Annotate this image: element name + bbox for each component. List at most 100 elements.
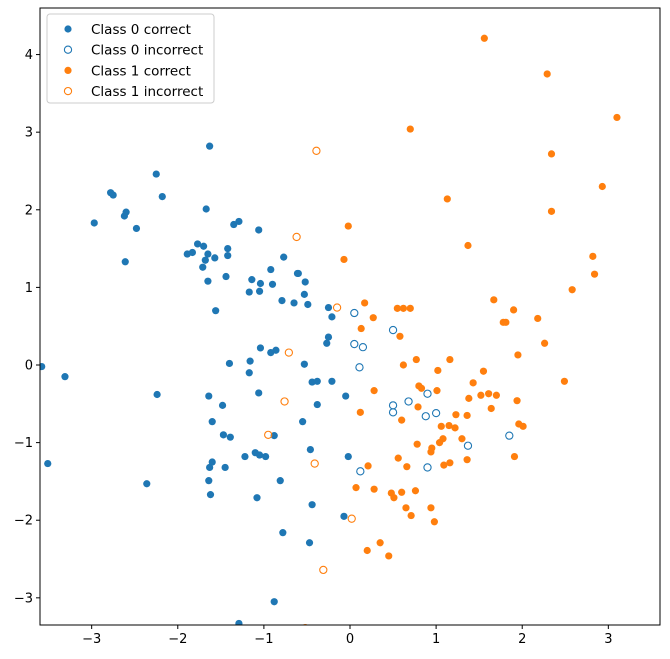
y-tick-label: −3	[14, 591, 33, 606]
data-point	[340, 512, 348, 520]
y-tick-label: 1	[25, 281, 33, 296]
data-point	[183, 250, 191, 258]
data-point	[256, 279, 265, 288]
data-point	[272, 346, 280, 354]
data-point	[235, 619, 243, 625]
legend-label: Class 0 incorrect	[91, 43, 203, 59]
data-point	[304, 300, 312, 309]
data-point	[402, 504, 410, 512]
data-point	[301, 278, 309, 286]
data-point	[440, 461, 448, 469]
data-point	[270, 432, 278, 440]
data-point	[370, 485, 378, 493]
data-point	[292, 232, 301, 242]
data-point	[394, 454, 402, 462]
data-point	[363, 546, 371, 555]
data-point	[328, 377, 336, 385]
data-point	[284, 348, 294, 357]
data-point	[344, 222, 352, 230]
data-point	[469, 379, 477, 387]
data-point	[463, 411, 471, 420]
data-point	[270, 598, 278, 606]
x-tick-label: 0	[346, 632, 354, 647]
data-point	[44, 459, 52, 468]
data-point	[132, 224, 141, 233]
data-point	[300, 290, 308, 298]
x-tick-label: 3	[604, 632, 612, 647]
data-point	[264, 430, 273, 440]
data-point	[437, 422, 445, 430]
legend-marker	[64, 66, 72, 74]
data-point	[267, 265, 275, 274]
data-point	[305, 539, 314, 547]
y-tick-label: 4	[25, 48, 33, 63]
data-point	[355, 363, 364, 372]
data-point	[414, 403, 422, 411]
legend-marker	[63, 86, 73, 96]
data-point	[356, 408, 364, 416]
data-point	[313, 400, 321, 409]
data-point	[423, 389, 432, 398]
data-point	[268, 280, 277, 288]
data-point	[224, 251, 232, 260]
data-point	[590, 270, 599, 278]
data-point	[445, 421, 453, 430]
data-point	[109, 191, 117, 199]
data-point	[211, 254, 219, 262]
data-point	[350, 339, 359, 349]
data-point	[446, 355, 454, 364]
data-point	[541, 339, 549, 347]
data-point	[206, 463, 214, 472]
data-point	[514, 351, 522, 359]
data-point	[398, 488, 406, 496]
data-point	[358, 343, 368, 352]
data-point	[412, 355, 420, 364]
data-point	[452, 411, 460, 419]
data-point	[490, 296, 498, 304]
data-point	[255, 287, 264, 295]
data-point	[407, 511, 415, 520]
data-point	[294, 269, 302, 278]
data-point	[477, 391, 485, 399]
data-point	[443, 195, 451, 203]
data-point	[547, 207, 556, 215]
data-point	[280, 397, 289, 406]
data-point	[201, 256, 209, 264]
data-point	[122, 208, 130, 216]
data-point	[193, 240, 202, 248]
data-point	[403, 463, 411, 471]
data-point	[279, 529, 287, 537]
x-tick-label: −3	[82, 632, 101, 647]
legend-label: Class 1 incorrect	[91, 84, 203, 100]
data-point	[306, 446, 314, 454]
data-point	[324, 303, 333, 312]
data-point	[255, 226, 263, 234]
legend-label: Class 1 correct	[91, 63, 191, 79]
data-point	[224, 244, 232, 253]
data-point	[393, 304, 401, 312]
data-point	[313, 377, 321, 385]
data-point	[342, 392, 350, 400]
data-point	[451, 424, 459, 432]
data-point	[598, 182, 606, 191]
data-point	[255, 389, 263, 397]
data-point	[399, 304, 407, 312]
data-point	[427, 448, 435, 456]
data-point	[205, 392, 213, 400]
data-point	[396, 332, 404, 340]
data-point	[357, 324, 365, 333]
data-point	[61, 373, 69, 381]
data-point	[417, 384, 426, 392]
data-point	[464, 241, 472, 250]
data-point	[406, 304, 414, 312]
data-point	[510, 306, 518, 314]
data-point	[280, 253, 288, 261]
data-point	[276, 477, 284, 485]
data-point	[204, 250, 212, 258]
data-point	[480, 34, 488, 42]
data-point	[278, 296, 286, 305]
data-point	[40, 362, 46, 371]
data-point	[90, 219, 98, 227]
data-point	[463, 456, 471, 464]
x-tick-label: −1	[254, 632, 273, 647]
